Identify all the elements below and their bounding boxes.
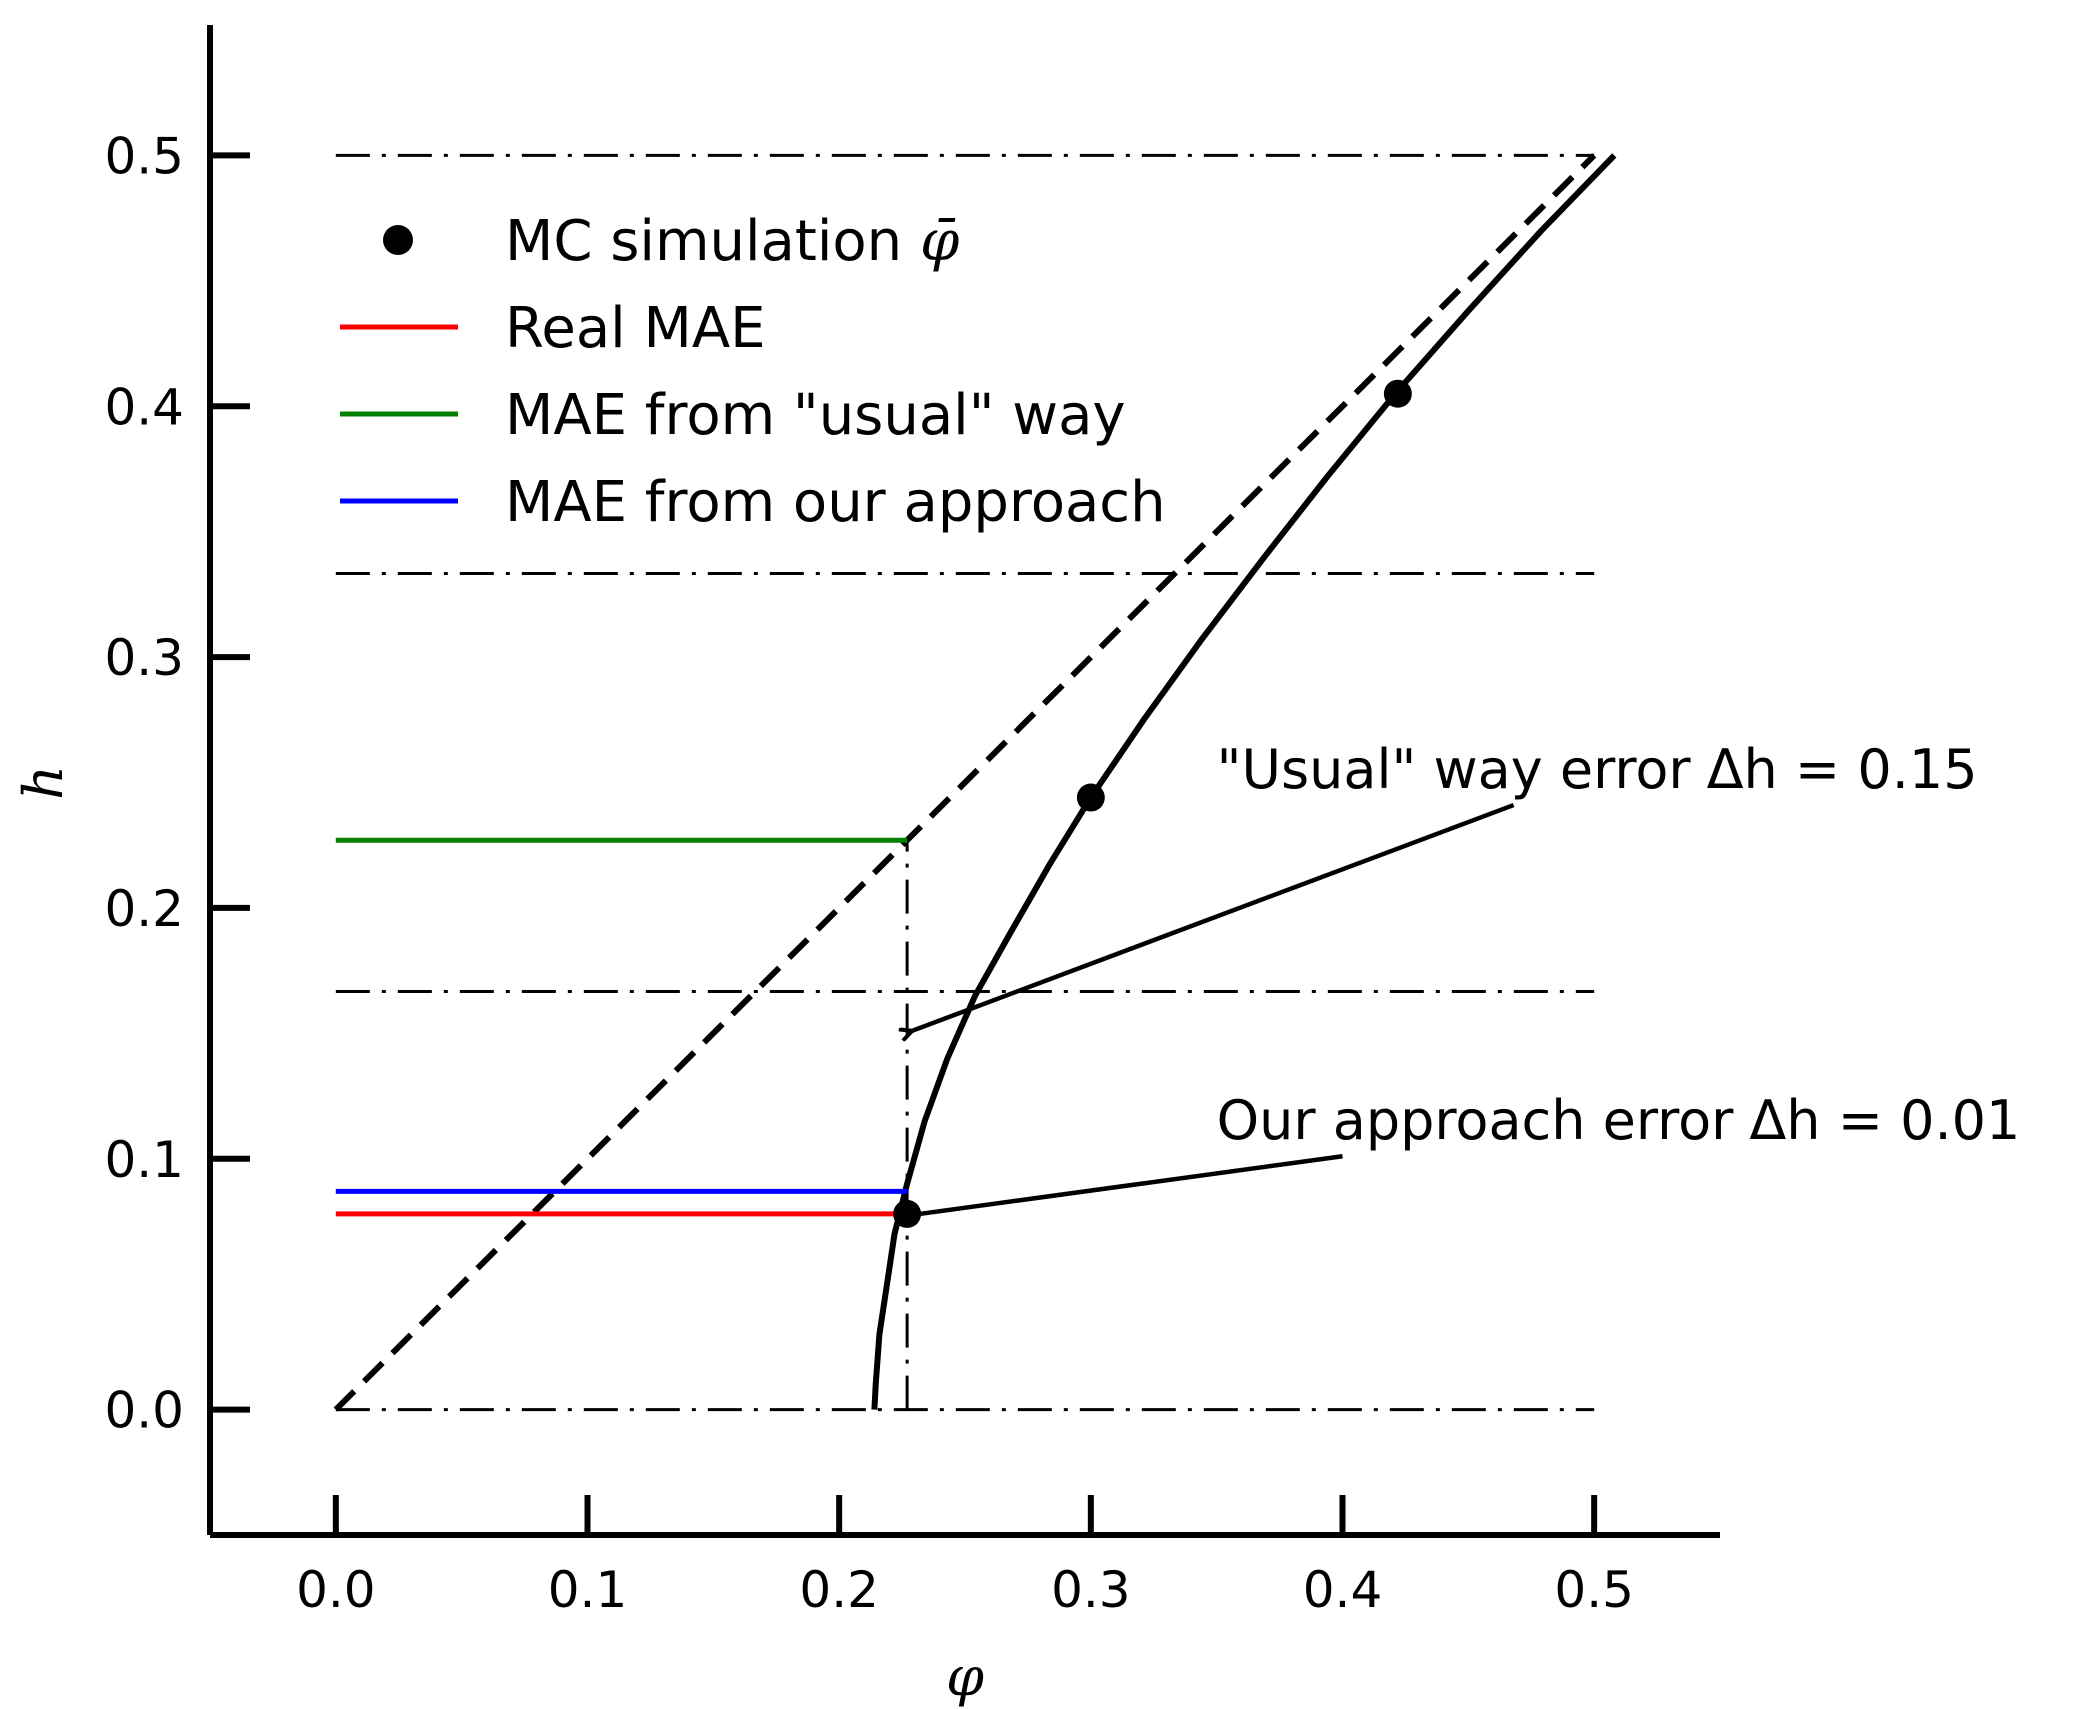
y-tick-label-4: 0.4	[104, 378, 184, 436]
annotation-text-1: Our approach error Δh = 0.01	[1217, 1089, 2021, 1152]
y-axis-label: h	[12, 765, 75, 800]
legend: MC simulation φ̄ Real MAE MAE from "usual" …	[340, 209, 1166, 535]
annotation-arrow-0	[912, 802, 1515, 1031]
x-tick-label-0: 0.0	[296, 1561, 376, 1619]
annotation-math-0: Δh = 0.15	[1707, 738, 1978, 801]
y-tick-label-0: 0.0	[104, 1382, 184, 1440]
points-layer	[893, 379, 1412, 1228]
annotation-arrow-1	[920, 1154, 1343, 1214]
ticks: 0.0 0.1 0.2 0.3 0.4 0.5 0.0 0.1 0.2 0.3 0.4 0.5	[104, 127, 1633, 1619]
y-tick-label-5: 0.5	[104, 127, 184, 185]
annotations: "Usual" way error Δh = 0.15 Our approach e…	[912, 738, 2020, 1214]
legend-label-text-0: MC simulation	[505, 209, 902, 274]
mc-curve-line	[871, 153, 1617, 1410]
x-tick-label-2: 0.2	[799, 1561, 879, 1619]
mc-simulation-point-2	[1383, 379, 1412, 408]
y-tick-label-1: 0.1	[104, 1131, 184, 1189]
series-layer	[333, 153, 1617, 1412]
x-axis-label: φ	[946, 1645, 984, 1708]
legend-label-text-1: Real MAE	[505, 296, 766, 361]
x-tick-label-3: 0.3	[1051, 1561, 1131, 1619]
legend-label-math-0: φ̄	[920, 209, 959, 274]
annotation-label-1: Our approach error	[1217, 1089, 1734, 1152]
annotation-text-0: "Usual" way error Δh = 0.15	[1217, 738, 1978, 801]
legend-label-text-3: MAE from our approach	[505, 470, 1166, 535]
legend-label-3: MAE from our approach	[505, 470, 1166, 535]
x-tick-label-5: 0.5	[1554, 1561, 1634, 1619]
legend-marker-0	[383, 225, 413, 255]
annotation-math-1: Δh = 0.01	[1749, 1089, 2020, 1152]
axes	[207, 25, 1720, 1538]
annotation-label-0: "Usual" way error	[1217, 738, 1692, 801]
legend-label-text-2: MAE from "usual" way	[505, 383, 1126, 448]
x-tick-label-4: 0.4	[1303, 1561, 1383, 1619]
mc-simulation-point-0	[893, 1199, 922, 1228]
x-tick-label-1: 0.1	[548, 1561, 628, 1619]
diagonal-dashed-line	[333, 153, 1597, 1412]
legend-label-1: Real MAE	[505, 296, 766, 361]
y-tick-label-2: 0.2	[104, 880, 184, 938]
mc-simulation-point-1	[1076, 783, 1105, 812]
y-tick-label-3: 0.3	[104, 629, 184, 687]
legend-label-2: MAE from "usual" way	[505, 383, 1126, 448]
legend-label-0: MC simulation φ̄	[505, 209, 959, 274]
reference-lines	[335, 153, 1595, 1412]
